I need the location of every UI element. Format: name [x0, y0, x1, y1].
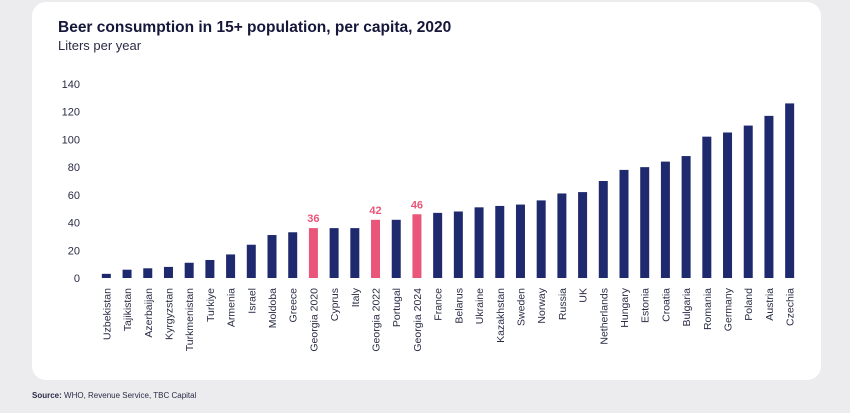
source-note: Source: WHO, Revenue Service, TBC Capita…	[32, 391, 196, 400]
x-tick-label: Ukraine	[474, 288, 486, 324]
bar-estonia	[640, 167, 650, 278]
x-tick-label: Czechia	[785, 288, 797, 326]
bar-georgia-2022	[371, 219, 381, 278]
bar-uk	[578, 192, 588, 278]
bar-georgia-2024	[412, 214, 422, 278]
x-tick-label: Netherlands	[598, 288, 610, 345]
bar-poland	[743, 125, 753, 278]
x-tick-label: UK	[578, 288, 590, 303]
x-tick-label: Sweden	[515, 288, 527, 326]
data-label: 42	[369, 205, 381, 217]
x-tick-label: Croatia	[660, 288, 672, 322]
source-text: WHO, Revenue Service, TBC Capital	[64, 391, 197, 400]
x-tick-label: Kazakhstan	[495, 288, 507, 343]
x-tick-label: France	[433, 288, 445, 321]
bar-france	[433, 212, 443, 278]
chart-subtitle: Liters per year	[58, 38, 142, 53]
bar-cyprus	[329, 228, 339, 278]
x-tick-label: Turkmenistan	[184, 288, 196, 351]
x-tick-label: Georgia 2024	[412, 288, 424, 352]
bar-russia	[557, 193, 567, 278]
y-tick-label: 100	[62, 134, 80, 146]
y-tick-label: 80	[68, 162, 80, 174]
bar-netherlands	[598, 181, 608, 278]
bar-austria	[764, 115, 774, 279]
y-tick-label: 60	[68, 190, 80, 202]
x-tick-label: Georgia 2022	[371, 288, 383, 352]
bar-turkiye	[205, 259, 215, 278]
data-label: 46	[411, 199, 423, 211]
x-tick-label: Greece	[288, 288, 300, 323]
x-tick-label: Israel	[246, 288, 258, 314]
x-tick-label: Russia	[557, 288, 569, 320]
x-tick-label: Romania	[702, 288, 714, 330]
y-tick-label: 0	[74, 273, 80, 285]
x-tick-label: Armenia	[226, 288, 238, 327]
x-tick-label: Norway	[536, 287, 548, 323]
x-tick-label: Turkiye	[205, 288, 217, 322]
bar-germany	[723, 132, 733, 278]
bar-croatia	[660, 161, 670, 278]
chart-title: Beer consumption in 15+ population, per …	[58, 19, 452, 36]
bar-romania	[702, 136, 712, 278]
y-tick-label: 120	[62, 107, 80, 119]
bar-hungary	[619, 169, 629, 278]
x-tick-label: Cyprus	[329, 288, 341, 321]
bar-tajikistan	[122, 269, 132, 278]
bar-turkmenistan	[184, 262, 194, 278]
x-tick-label: Austria	[764, 288, 776, 321]
bar-armenia	[226, 254, 236, 278]
bar-georgia-2020	[308, 228, 318, 278]
y-tick-label: 40	[68, 218, 80, 230]
x-tick-label: Poland	[743, 288, 755, 321]
bar-bulgaria	[681, 156, 691, 278]
y-tick-label: 140	[62, 79, 80, 91]
bar-israel	[246, 244, 256, 278]
bar-ukraine	[474, 207, 484, 278]
x-tick-label: Estonia	[640, 288, 652, 323]
bar-kyrgyzstan	[163, 266, 173, 278]
data-label: 36	[307, 213, 319, 225]
x-tick-label: Germany	[723, 287, 735, 331]
bar-greece	[288, 232, 298, 278]
bar-moldoba	[267, 235, 277, 278]
bar-sweden	[515, 204, 525, 278]
y-tick-label: 20	[68, 245, 80, 257]
x-tick-label: Georgia 2020	[308, 288, 320, 352]
bar-portugal	[391, 219, 401, 278]
x-tick-label: Uzbekistan	[101, 288, 113, 340]
x-tick-label: Kyrgyzstan	[163, 288, 175, 340]
x-tick-label: Moldoba	[267, 288, 279, 328]
bar-belarus	[453, 211, 463, 278]
bar-czechia	[785, 103, 795, 279]
x-tick-label: Portugal	[391, 288, 403, 327]
bar-uzbekistan	[101, 273, 111, 278]
x-tick-label: Tajikistan	[122, 288, 134, 331]
bar-italy	[350, 228, 360, 278]
x-tick-label: Azerbaijan	[143, 288, 155, 338]
x-tick-label: Hungary	[619, 287, 631, 327]
bar-azerbaijan	[143, 268, 153, 278]
bar-kazakhstan	[495, 205, 505, 278]
source-label: Source:	[32, 391, 62, 400]
x-tick-label: Italy	[350, 287, 362, 307]
x-tick-label: Belarus	[453, 288, 465, 324]
x-tick-label: Bulgaria	[681, 288, 693, 327]
bar-norway	[536, 200, 546, 278]
